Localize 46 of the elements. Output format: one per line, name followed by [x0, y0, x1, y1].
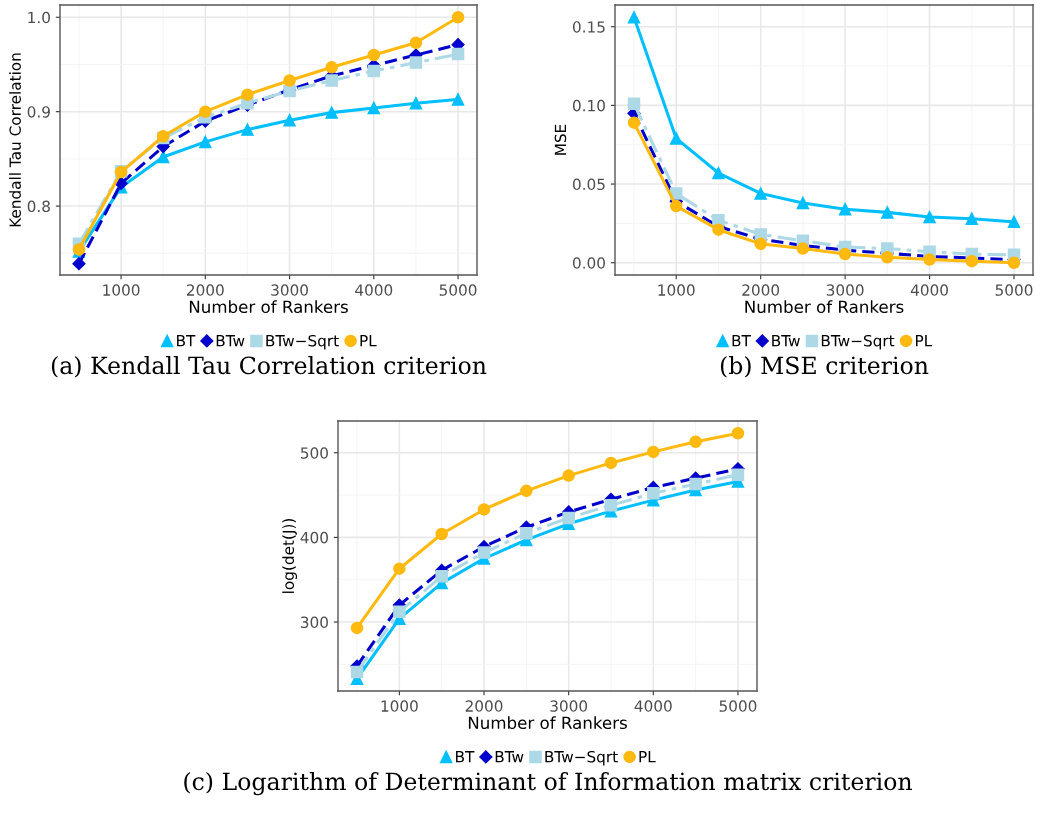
y-tick-label: 0.00	[572, 257, 605, 269]
legend-label: PL	[639, 751, 656, 763]
x-tick-label: 5000	[995, 284, 1033, 296]
y-tick-label: 0.15	[572, 21, 605, 33]
x-tick-label: 5000	[719, 700, 757, 712]
y-tick-label: 0.9	[27, 106, 50, 118]
y-tick-label: 0.8	[27, 200, 50, 213]
legend-label: BT	[456, 751, 475, 763]
legend-label: BTw	[772, 335, 800, 347]
y-axis-title: log(det(J))	[282, 518, 298, 593]
x-tick-label: 1000	[381, 700, 418, 712]
x-tick-label: 3000	[271, 284, 308, 296]
x-axis-title: Number of Rankers	[468, 716, 627, 730]
x-tick-label: 4000	[910, 284, 948, 296]
y-tick-label: 0.10	[572, 99, 605, 112]
x-axis-title: Number of Rankers	[745, 300, 904, 314]
x-tick-label: 2000	[187, 284, 224, 296]
x-tick-label: 2000	[465, 700, 503, 712]
x-tick-label: 4000	[634, 700, 672, 712]
y-axis-title: MSE	[554, 124, 567, 155]
legend-label: BTw−Sqrt	[821, 334, 895, 350]
x-axis-title: Number of Rankers	[189, 300, 348, 314]
x-tick-label: 1000	[658, 284, 695, 296]
legend-label: BTw−Sqrt	[266, 334, 339, 350]
y-tick-label: 0.05	[572, 178, 605, 191]
legend-label: BTw−Sqrt	[545, 750, 618, 766]
x-tick-label: 3000	[550, 700, 588, 712]
legend-label: BTw	[216, 335, 245, 347]
y-tick-label: 300	[300, 616, 328, 629]
y-tick-label: 500	[300, 447, 328, 459]
text: (c) Logarithm of Determinant of Information matrix criterion	[184, 772, 912, 796]
text: (b) MSE criterion	[720, 356, 929, 378]
x-tick-label: 5000	[439, 284, 477, 296]
legend-label: BT	[177, 335, 196, 347]
y-tick-label: 400	[300, 531, 328, 544]
legend-label: BT	[732, 335, 751, 347]
y-axis-title: Kendall Tau Correlation	[9, 53, 21, 227]
text: (a) Kendall Tau Correlation criterion	[51, 356, 487, 378]
x-tick-label: 3000	[826, 284, 864, 296]
legend-label: BTw	[495, 751, 524, 763]
x-tick-label: 1000	[103, 284, 140, 296]
x-tick-label: 4000	[355, 284, 393, 296]
legend-label: PL	[360, 335, 377, 347]
y-tick-label: 1.0	[28, 11, 50, 24]
x-tick-label: 2000	[742, 284, 780, 296]
legend-label: PL	[916, 335, 933, 347]
